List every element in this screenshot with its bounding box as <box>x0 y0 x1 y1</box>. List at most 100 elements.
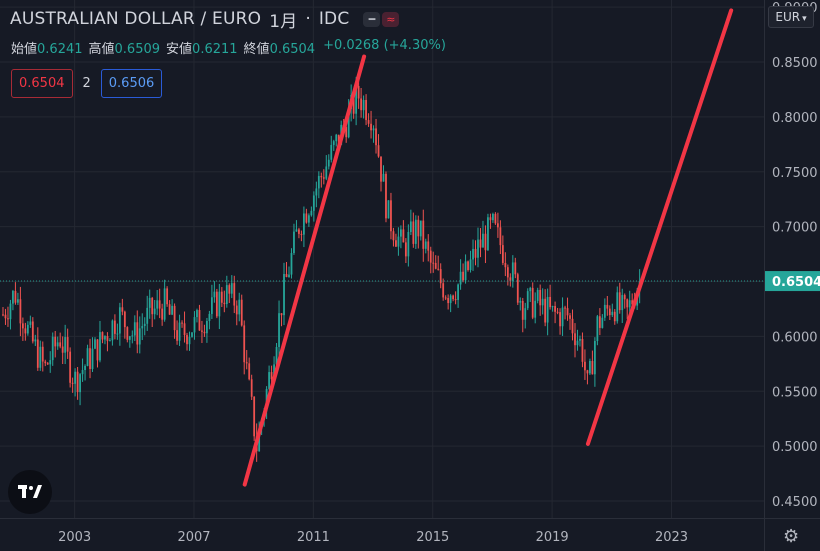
candle-body <box>581 338 584 362</box>
price-tick-label: 0.5500 <box>772 385 818 400</box>
header-toggle-group[interactable]: ━ ≈ <box>363 11 400 27</box>
candle-body <box>375 128 377 146</box>
candle-body <box>278 313 280 348</box>
candle-body <box>628 300 631 308</box>
wave-icon[interactable]: ≈ <box>382 11 400 27</box>
candle-body <box>601 317 604 328</box>
candle-body <box>519 300 522 303</box>
tradingview-logo-icon[interactable] <box>8 470 52 514</box>
candle-body <box>355 85 358 114</box>
candle-body <box>556 311 559 313</box>
price-tick-label: 0.6000 <box>772 330 818 345</box>
candle-body <box>131 335 134 337</box>
candle-body <box>407 232 410 257</box>
header-separator: · <box>305 9 311 29</box>
candle-body <box>377 145 380 157</box>
candle-body <box>574 333 576 346</box>
candle-body <box>608 308 611 316</box>
candle-body <box>290 253 293 275</box>
candle-body <box>253 396 256 437</box>
candle-body <box>113 320 116 334</box>
candle-body <box>459 271 462 285</box>
candle-body <box>138 328 141 345</box>
buy-button[interactable]: 0.6506 <box>100 69 163 98</box>
last-price-badge <box>765 271 820 292</box>
candle-body <box>235 305 238 315</box>
candle-body <box>171 305 173 315</box>
candle-body <box>173 305 176 331</box>
candle-body <box>230 283 233 294</box>
candle-body <box>591 360 594 375</box>
candle-body <box>305 213 308 223</box>
logo-glyph-icon <box>18 485 42 498</box>
candle-body <box>4 314 7 319</box>
candle-body <box>365 100 367 121</box>
candle-body <box>17 299 19 303</box>
candle-body <box>270 372 273 380</box>
time-tick-label: 2015 <box>416 530 449 545</box>
interval-label[interactable]: 1月 <box>269 11 298 32</box>
candle-body <box>81 370 84 375</box>
symbol-title[interactable]: AUSTRALIAN DOLLAR / EURO <box>10 9 262 29</box>
spread-value: 2 <box>82 76 91 91</box>
candle-body <box>457 284 460 300</box>
candle-body <box>21 323 24 329</box>
last-price-label: 0.6504 <box>772 275 820 290</box>
candle-body <box>61 346 64 353</box>
candle-body <box>133 322 136 336</box>
candle-body <box>91 348 94 369</box>
candle-body <box>464 261 467 281</box>
candle-body <box>215 291 218 317</box>
candle-body <box>213 291 216 298</box>
candle-body <box>511 262 514 281</box>
candle-body <box>193 317 196 333</box>
candle-body <box>482 233 484 248</box>
candle-body <box>332 141 335 145</box>
candle-body <box>412 221 415 244</box>
candle-body <box>109 340 111 342</box>
candle-body <box>536 289 539 301</box>
candle-body <box>531 287 534 318</box>
candle-body <box>422 220 425 249</box>
trendline <box>585 8 734 446</box>
close-label: 終値 <box>243 42 270 57</box>
candle-body <box>293 231 295 254</box>
price-tick-label: 0.8500 <box>772 56 818 71</box>
candle-body <box>472 248 474 260</box>
candle-body <box>148 297 151 308</box>
candle-body <box>248 363 251 380</box>
candle-body <box>424 241 427 249</box>
candle-body <box>447 298 450 304</box>
candle-body <box>250 379 253 397</box>
time-tick-label: 2003 <box>58 530 91 545</box>
candle-body <box>427 241 430 251</box>
candle-body <box>496 223 499 228</box>
candle-body <box>7 318 9 320</box>
candle-body <box>158 300 161 309</box>
candle-body <box>623 295 626 300</box>
minimize-icon[interactable]: ━ <box>363 11 381 27</box>
sell-button[interactable]: 0.6504 <box>11 69 73 98</box>
candle-body <box>228 285 231 294</box>
candle-body <box>335 134 338 142</box>
candle-body <box>469 259 472 270</box>
candle-body <box>492 213 494 221</box>
candle-body <box>243 325 246 363</box>
candle-body <box>54 336 57 347</box>
candle-body <box>404 242 407 257</box>
candle-body <box>315 188 318 196</box>
candle-body <box>39 346 42 368</box>
candle-body <box>151 297 154 315</box>
candle-body <box>367 120 370 124</box>
candle-body <box>322 177 325 179</box>
candle-body <box>449 295 452 304</box>
candle-body <box>380 156 382 182</box>
candle-body <box>432 262 435 264</box>
candle-body <box>467 261 469 270</box>
gear-icon[interactable]: ⚙ <box>783 526 800 547</box>
currency-selector[interactable]: EUR ▾ <box>768 6 814 28</box>
candle-body <box>631 300 634 305</box>
candle-body <box>566 308 569 316</box>
candle-body <box>626 299 629 308</box>
